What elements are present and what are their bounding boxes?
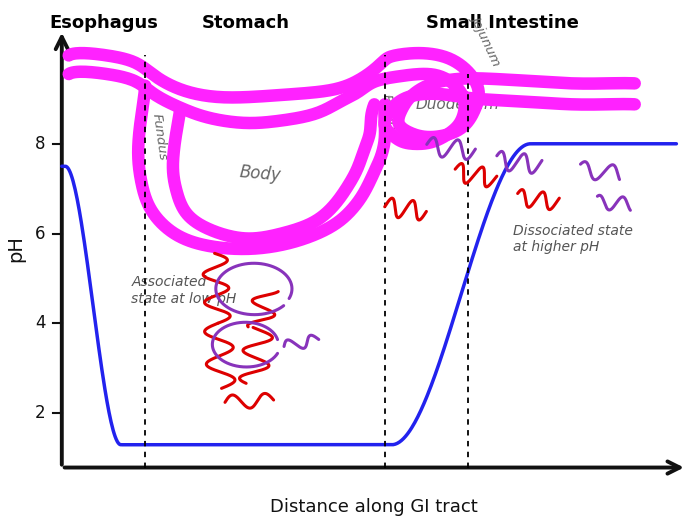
Text: Duodenum: Duodenum bbox=[416, 97, 500, 112]
Text: 6: 6 bbox=[35, 225, 46, 242]
Text: Stomach: Stomach bbox=[202, 14, 290, 32]
Text: Associated
state at low pH: Associated state at low pH bbox=[132, 276, 237, 306]
Text: Jejunum: Jejunum bbox=[470, 13, 504, 67]
Text: Dissociated state
at higher pH: Dissociated state at higher pH bbox=[513, 224, 633, 254]
Text: Distance along GI tract: Distance along GI tract bbox=[270, 498, 478, 516]
Text: pH: pH bbox=[6, 235, 25, 262]
Text: Body: Body bbox=[238, 163, 281, 185]
Text: 4: 4 bbox=[35, 315, 46, 333]
Text: Pylorus: Pylorus bbox=[379, 93, 399, 143]
Text: 8: 8 bbox=[35, 135, 46, 153]
Text: 2: 2 bbox=[35, 404, 46, 422]
Text: Esophagus: Esophagus bbox=[49, 14, 158, 32]
Text: Small Intestine: Small Intestine bbox=[426, 14, 579, 32]
Text: Fundus: Fundus bbox=[150, 113, 169, 161]
